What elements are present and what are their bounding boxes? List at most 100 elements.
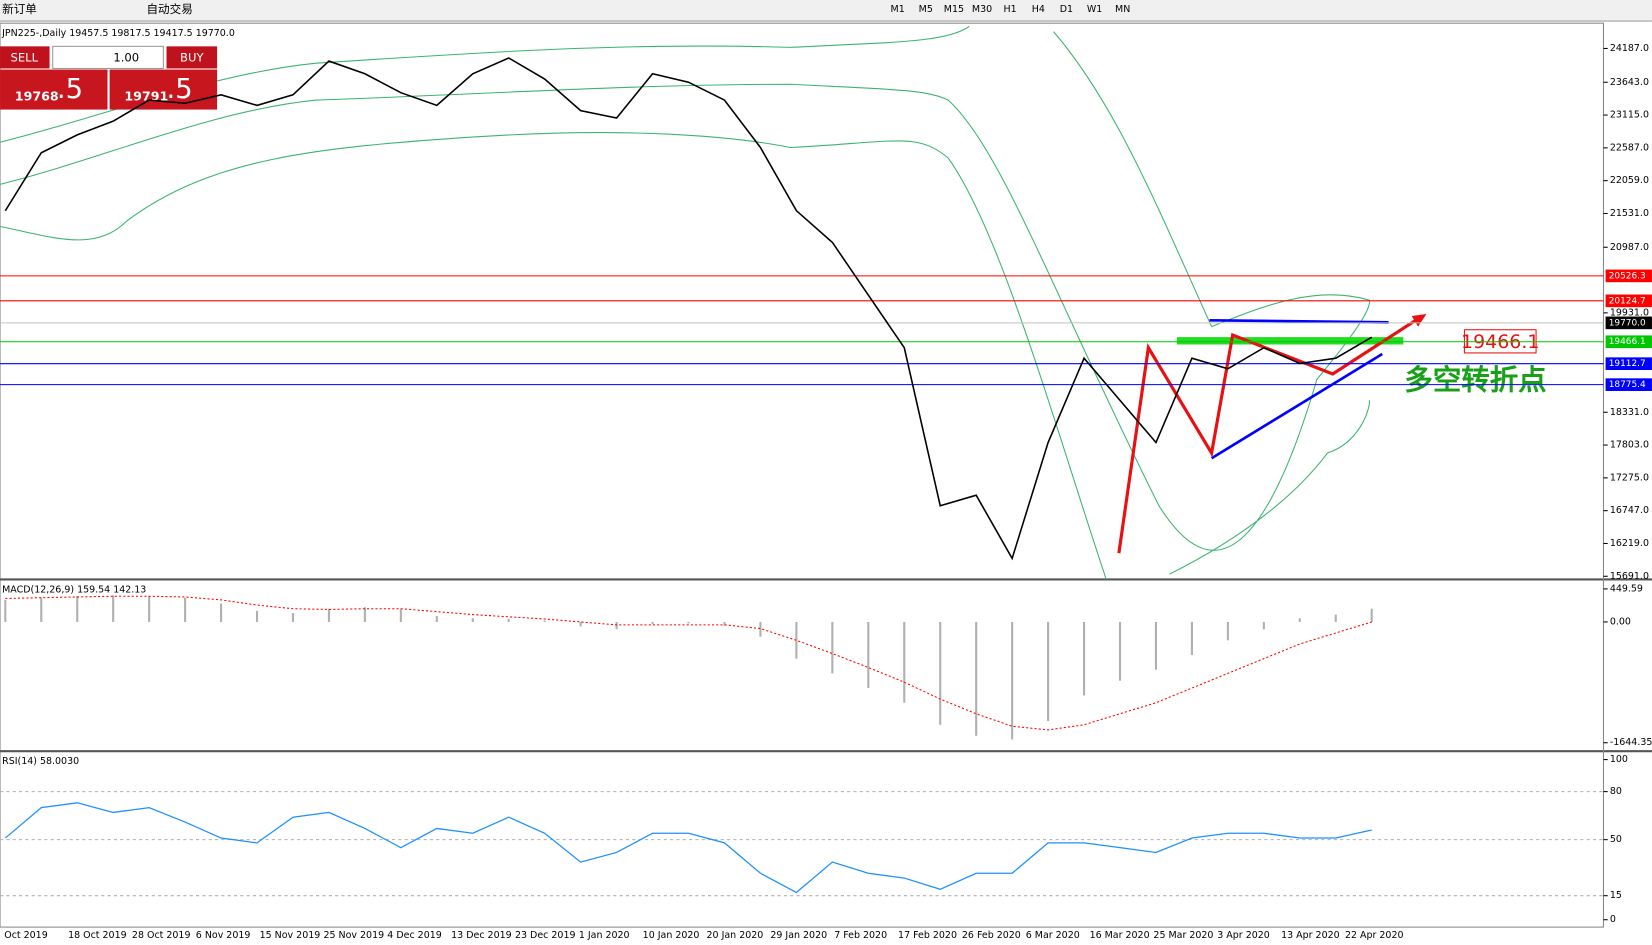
macd-bar	[651, 621, 654, 625]
rsi-tick-label: 100	[1610, 754, 1628, 765]
macd-bar	[1226, 621, 1229, 641]
bollinger-mid	[0, 83, 1371, 551]
macd-bar	[975, 621, 978, 736]
date-label: 13 Dec 2019	[451, 930, 511, 941]
buy-price-box[interactable]	[109, 69, 218, 110]
price-line	[4, 57, 1373, 561]
date-label: 3 Apr 2020	[1217, 930, 1270, 941]
chart-area	[0, 22, 1605, 928]
price-level-label: 20124.7	[1609, 296, 1646, 306]
macd-bar	[399, 608, 402, 622]
macd-bar	[327, 608, 330, 622]
macd-bar	[1334, 614, 1337, 622]
date-label: 15 Nov 2019	[260, 930, 321, 941]
lots-field[interactable]	[52, 45, 164, 70]
macd-bar	[76, 596, 79, 622]
price-level-box	[1605, 316, 1652, 330]
macd-bar	[1298, 618, 1301, 622]
date-label: 26 Feb 2020	[962, 930, 1021, 941]
price-level-box	[1605, 378, 1652, 391]
timeframe-button[interactable]: H1	[1004, 4, 1017, 15]
timeframe-button[interactable]: W1	[1087, 4, 1102, 15]
price-tick-label: 16219.0	[1610, 538, 1649, 549]
macd-bar	[615, 621, 618, 630]
sell-label[interactable]: SELL	[10, 50, 38, 64]
timeframe-button[interactable]: MN	[1115, 4, 1130, 15]
macd-bar	[939, 621, 942, 725]
timeframe-button[interactable]: H4	[1032, 4, 1045, 15]
rsi-tick-label: 80	[1610, 786, 1622, 797]
price-level-box	[1605, 335, 1652, 349]
toolbar	[0, 0, 1652, 22]
date-label: 28 Oct 2019	[132, 930, 191, 941]
date-label: 6 Nov 2019	[196, 930, 251, 941]
buy-button[interactable]	[166, 46, 218, 69]
price-tick-label: 16747.0	[1610, 505, 1649, 516]
date-label: 22 Apr 2020	[1345, 930, 1404, 941]
macd-bar	[543, 620, 546, 622]
macd-title: MACD(12,26,9) 159.54 142.13	[2, 584, 146, 595]
auto-trading-button[interactable]: 自动交易	[146, 2, 192, 16]
trend-line	[1209, 318, 1389, 324]
price-level-box	[1605, 269, 1652, 283]
macd-bar	[831, 621, 834, 674]
timeframe-button[interactable]: D1	[1060, 4, 1073, 15]
timeframe-button[interactable]: M30	[972, 4, 992, 15]
date-label: 29 Jan 2020	[770, 930, 827, 941]
macd-bar	[1011, 621, 1014, 740]
macd-bar	[148, 596, 151, 622]
buy-price: 19791	[124, 88, 168, 103]
rsi-tick-label: 50	[1610, 834, 1622, 845]
timeframe-button[interactable]: M1	[891, 4, 905, 15]
annotation-text: 多空转折点	[1404, 363, 1546, 396]
macd-bar	[759, 621, 762, 637]
lots-value[interactable]: 1.00	[113, 50, 139, 64]
price-tick-label: 23643.0	[1610, 77, 1649, 88]
macd-bar	[507, 618, 510, 622]
buy-label[interactable]: BUY	[180, 50, 204, 64]
rsi-title: RSI(14) 58.0030	[2, 756, 79, 767]
macd-tick-label: 449.59	[1610, 583, 1643, 594]
price-tick-label: 20987.0	[1610, 242, 1649, 253]
price-tick-label: 22059.0	[1610, 175, 1649, 186]
price-tick-label: 19931.0	[1610, 307, 1649, 318]
date-label: 25 Mar 2020	[1153, 930, 1213, 941]
macd-bar	[1370, 608, 1373, 622]
sell-price: 19768	[15, 88, 59, 103]
macd-bar	[723, 621, 726, 626]
buy-fraction: .5	[167, 74, 193, 105]
sell-button[interactable]	[0, 46, 50, 69]
date-label: 18 Oct 2019	[68, 930, 127, 941]
date-label: 25 Nov 2019	[323, 930, 384, 941]
macd-bar	[363, 607, 366, 622]
new-order-button[interactable]: 新订单	[2, 2, 37, 16]
macd-signal	[5, 595, 1372, 731]
price-tick-label: 18331.0	[1610, 407, 1649, 418]
bollinger-lower	[0, 132, 1371, 580]
date-label: 17 Feb 2020	[898, 930, 957, 941]
price-level-box	[1605, 357, 1652, 371]
sell-price-box[interactable]	[0, 69, 108, 110]
price-tick-label: 17275.0	[1610, 472, 1649, 483]
support-band	[1176, 337, 1404, 345]
rsi-tick-label: 15	[1610, 890, 1622, 901]
price-level-label: 19770.0	[1609, 318, 1646, 328]
price-tick-label: 15691.0	[1610, 571, 1649, 582]
timeframe-button[interactable]: M5	[919, 4, 933, 15]
date-label: 10 Jan 2020	[643, 930, 700, 941]
macd-bar	[867, 621, 870, 689]
arrow-head	[1411, 313, 1427, 327]
macd-bar	[112, 595, 115, 622]
date-label: 16 Mar 2020	[1090, 930, 1150, 941]
timeframe-button[interactable]: M15	[944, 4, 964, 15]
date-label: 4 Dec 2019	[387, 930, 441, 941]
rsi-line	[4, 802, 1372, 894]
macd-bar	[220, 603, 223, 622]
price-tick-label: 21531.0	[1610, 208, 1649, 219]
macd-bar	[579, 621, 582, 627]
date-label: 20 Jan 2020	[707, 930, 764, 941]
price-tick-label: 17803.0	[1610, 440, 1649, 451]
macd-bar	[1190, 621, 1193, 655]
macd-bar	[1118, 621, 1122, 681]
